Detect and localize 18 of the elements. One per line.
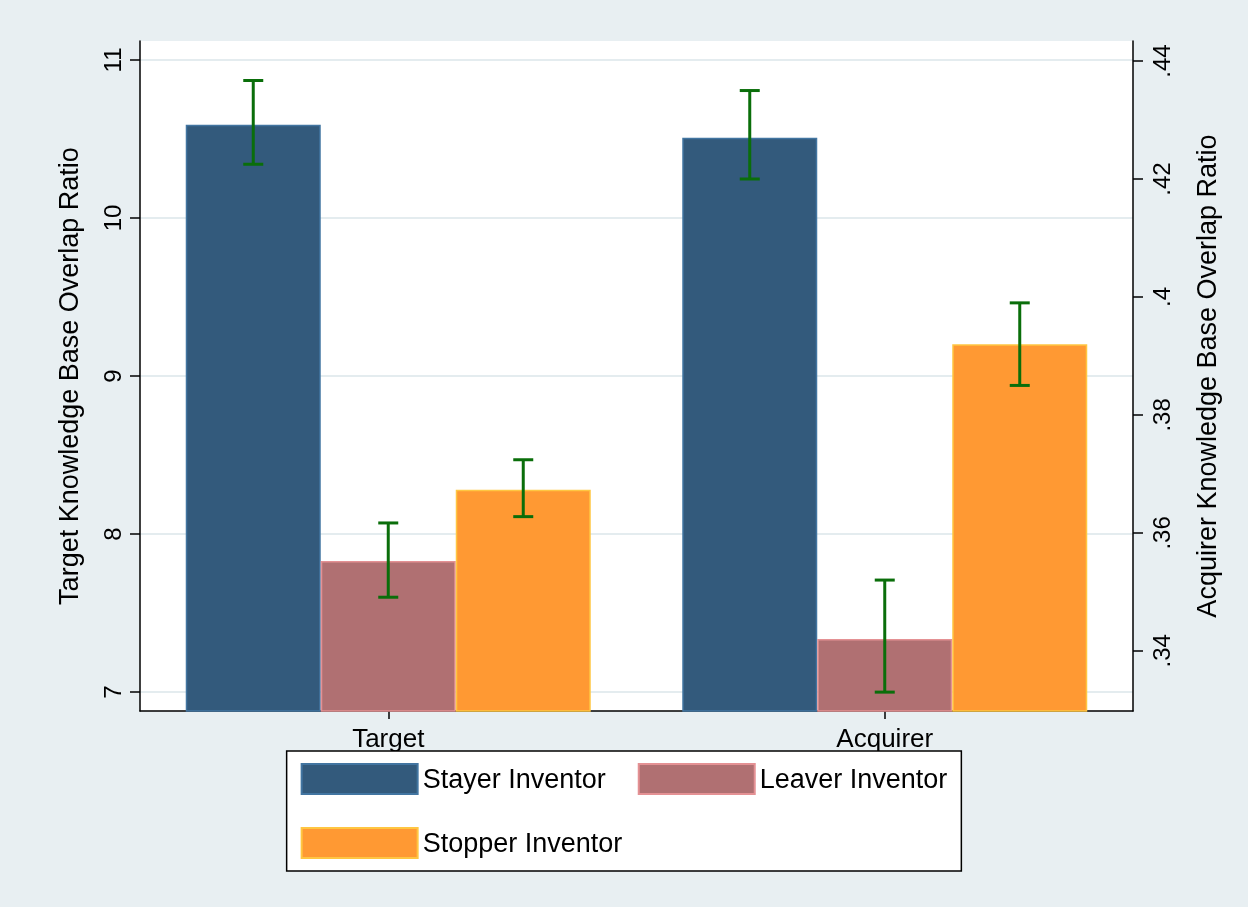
y2-tick-label: .34 <box>1147 634 1175 668</box>
y2-tick-label: .44 <box>1147 44 1175 78</box>
y-tick-label: 10 <box>98 204 126 232</box>
y2-tick-label: .4 <box>1147 286 1175 307</box>
x-tick-label: Acquirer <box>836 723 934 753</box>
y-tick-label: 8 <box>98 527 126 541</box>
y-tick-label: 9 <box>98 369 126 383</box>
legend-label: Leaver Inventor <box>759 764 948 794</box>
legend-label: Stayer Inventor <box>422 764 606 794</box>
y-tick-label: 7 <box>98 685 126 699</box>
y2-tick-label: .36 <box>1147 516 1175 550</box>
y2-axis-title: Acquirer Knowledge Base Overlap Ratio <box>1191 134 1222 618</box>
y2-tick-label: .42 <box>1147 162 1175 196</box>
x-tick-label: Target <box>352 723 426 753</box>
y-tick-label: 11 <box>98 47 126 73</box>
legend-label: Stopper Inventor <box>422 828 623 858</box>
y2-tick-label: .38 <box>1147 398 1175 432</box>
y-axis-title: Target Knowledge Base Overlap Ratio <box>53 147 84 605</box>
